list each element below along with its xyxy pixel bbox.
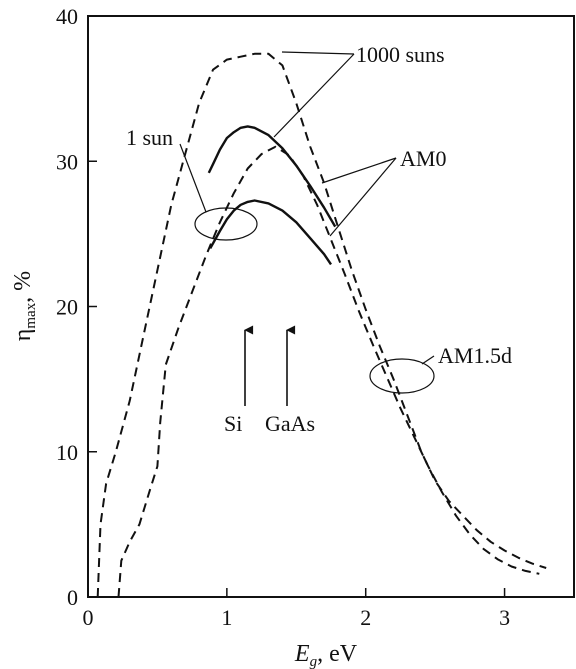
x-tick-label: 3 [499, 605, 510, 630]
x-tick-label: 0 [83, 605, 94, 630]
y-tick-label: 30 [56, 149, 78, 174]
y-axis-title: ηmax, % [10, 271, 39, 341]
x-axis-title: Eg, eV [294, 641, 358, 669]
y-axis-ticks: 0 10 20 30 40 [56, 4, 97, 610]
label-am0: AM0 [400, 146, 446, 171]
x-tick-label: 1 [221, 605, 232, 630]
one-sun-group-ellipse [194, 207, 258, 241]
leader-lines [179, 51, 435, 365]
x-tick-label: 2 [360, 605, 371, 630]
leader-am0-to-solid [321, 157, 397, 184]
series-layer [96, 52, 547, 598]
x-axis-subscript: g [310, 654, 318, 669]
label-1-sun: 1 sun [126, 125, 173, 150]
label-gaas: GaAs [265, 411, 315, 436]
x-axis-ticks: 0 1 2 3 [83, 588, 510, 630]
label-am15d: AM1.5d [438, 343, 512, 368]
label-si: Si [224, 411, 242, 436]
leader-am15d [421, 355, 435, 365]
plot-frame [87, 15, 575, 598]
label-1000-suns: 1000 suns [356, 42, 445, 67]
leader-1-sun [179, 143, 207, 213]
series-line-4 [209, 199, 332, 266]
y-axis-symbol: η [10, 329, 36, 342]
series-line-3 [207, 125, 337, 228]
leader-am0-to-dashed [329, 157, 397, 237]
leader-1000-suns-to-am0-solid [273, 53, 355, 138]
y-axis-unit: , % [10, 271, 36, 303]
series-line-1 [96, 52, 547, 598]
y-tick-label: 20 [56, 295, 78, 320]
x-axis-symbol: E [294, 641, 310, 667]
y-tick-label: 0 [67, 585, 78, 610]
y-axis-subscript: max [23, 302, 39, 328]
leader-1000-suns-to-am0-dashed [281, 51, 355, 55]
y-tick-label: 10 [56, 440, 78, 465]
am15d-group-ellipse [369, 358, 435, 394]
x-axis-unit: , eV [317, 641, 358, 667]
y-tick-label: 40 [56, 4, 78, 29]
